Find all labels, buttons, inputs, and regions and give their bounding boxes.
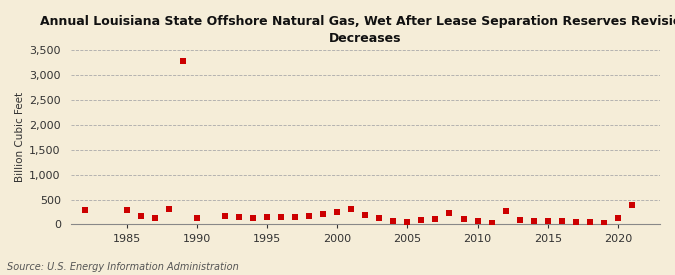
Point (332, 210, 343, 214)
Point (163, 207, 174, 211)
Point (149, 216, 160, 220)
Point (556, 219, 567, 224)
Point (135, 214, 146, 218)
Point (122, 208, 132, 212)
Point (304, 214, 315, 218)
Point (219, 214, 230, 218)
Y-axis label: Billion Cubic Feet: Billion Cubic Feet (15, 92, 25, 183)
Point (626, 202, 637, 207)
Point (416, 218, 427, 223)
Point (514, 218, 525, 222)
Point (500, 209, 511, 213)
Point (346, 207, 356, 211)
Point (234, 215, 244, 219)
Title: Annual Louisiana State Offshore Natural Gas, Wet After Lease Separation Reserves: Annual Louisiana State Offshore Natural … (40, 15, 675, 45)
Point (248, 215, 259, 220)
Point (79, 208, 90, 213)
Point (529, 219, 539, 223)
Point (275, 214, 286, 219)
Point (444, 211, 455, 215)
Point (388, 219, 399, 223)
Point (178, 58, 188, 63)
Point (612, 216, 623, 220)
Point (262, 214, 273, 219)
Point (430, 217, 441, 221)
Point (570, 220, 581, 224)
Point (318, 211, 329, 216)
Point (360, 212, 371, 217)
Point (458, 217, 469, 222)
Point (374, 216, 385, 220)
Point (486, 221, 497, 225)
Point (402, 219, 413, 224)
Point (585, 220, 595, 225)
Point (472, 219, 483, 224)
Point (192, 216, 202, 220)
Point (290, 215, 300, 219)
Text: Source: U.S. Energy Information Administration: Source: U.S. Energy Information Administ… (7, 262, 238, 272)
Point (599, 221, 610, 225)
Point (542, 219, 553, 224)
